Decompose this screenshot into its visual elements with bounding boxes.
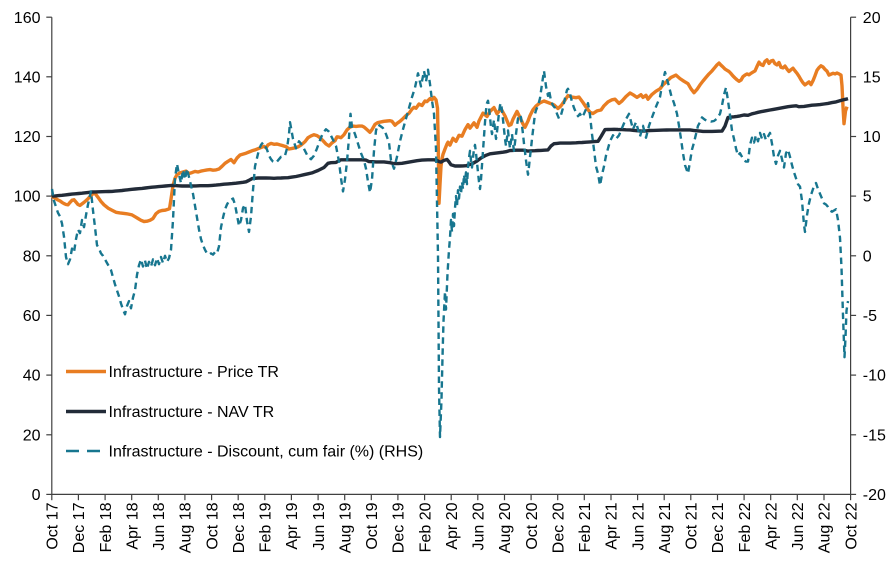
svg-text:Oct 17: Oct 17 [45, 502, 62, 549]
svg-text:0: 0 [863, 248, 872, 265]
svg-text:Oct 19: Oct 19 [364, 502, 381, 549]
svg-text:15: 15 [863, 69, 881, 86]
svg-text:Aug 20: Aug 20 [497, 502, 514, 553]
svg-text:Apr 22: Apr 22 [763, 502, 780, 549]
svg-text:Jun 20: Jun 20 [471, 502, 488, 550]
svg-text:120: 120 [14, 129, 41, 146]
svg-text:Jun 19: Jun 19 [311, 502, 328, 550]
svg-text:Dec 18: Dec 18 [231, 502, 248, 553]
svg-text:Dec 21: Dec 21 [710, 502, 727, 553]
svg-text:-5: -5 [863, 308, 877, 325]
svg-text:Dec 20: Dec 20 [550, 502, 567, 553]
svg-text:Feb 21: Feb 21 [577, 502, 594, 552]
svg-text:10: 10 [863, 129, 881, 146]
svg-text:Oct 18: Oct 18 [204, 502, 221, 549]
svg-text:Aug 22: Aug 22 [817, 502, 834, 553]
svg-text:-15: -15 [863, 427, 886, 444]
svg-text:Oct 20: Oct 20 [524, 502, 541, 549]
svg-text:Apr 19: Apr 19 [284, 502, 301, 549]
svg-text:Jun 18: Jun 18 [151, 502, 168, 550]
svg-text:Dec 17: Dec 17 [71, 502, 88, 553]
svg-text:20: 20 [863, 10, 881, 27]
svg-text:40: 40 [23, 368, 41, 385]
svg-text:0: 0 [32, 487, 41, 504]
svg-text:80: 80 [23, 248, 41, 265]
svg-text:Apr 20: Apr 20 [444, 502, 461, 549]
svg-text:Oct 21: Oct 21 [684, 502, 701, 549]
svg-text:20: 20 [23, 427, 41, 444]
svg-text:Apr 18: Apr 18 [124, 502, 141, 549]
svg-text:Oct 22: Oct 22 [843, 502, 860, 549]
svg-text:100: 100 [14, 189, 41, 206]
svg-text:Aug 18: Aug 18 [178, 502, 195, 553]
svg-text:Infrastructure - Discount, cum: Infrastructure - Discount, cum fair (%) … [109, 444, 424, 461]
svg-text:140: 140 [14, 69, 41, 86]
svg-text:Feb 22: Feb 22 [737, 502, 754, 552]
svg-text:Infrastructure - NAV TR: Infrastructure - NAV TR [109, 404, 275, 421]
svg-text:160: 160 [14, 10, 41, 27]
svg-text:-10: -10 [863, 368, 886, 385]
svg-text:Dec 19: Dec 19 [391, 502, 408, 553]
svg-text:Aug 19: Aug 19 [337, 502, 354, 553]
svg-text:Feb 20: Feb 20 [417, 502, 434, 552]
svg-text:5: 5 [863, 189, 872, 206]
svg-text:Jun 22: Jun 22 [790, 502, 807, 550]
svg-text:Aug 21: Aug 21 [657, 502, 674, 553]
svg-text:60: 60 [23, 308, 41, 325]
svg-text:Apr 21: Apr 21 [604, 502, 621, 549]
svg-text:Feb 18: Feb 18 [98, 502, 115, 552]
svg-text:-20: -20 [863, 487, 886, 504]
svg-text:Feb 19: Feb 19 [258, 502, 275, 552]
svg-text:Infrastructure - Price TR: Infrastructure - Price TR [109, 364, 279, 381]
svg-text:Jun 21: Jun 21 [630, 502, 647, 550]
